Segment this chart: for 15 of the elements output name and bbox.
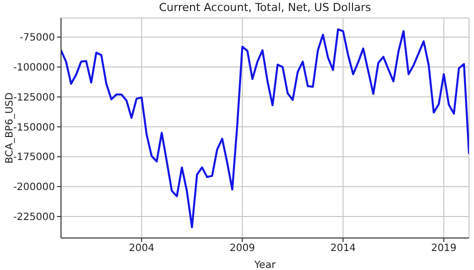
y-tick-label: -125000 xyxy=(13,92,55,104)
y-tick-label: -225000 xyxy=(13,212,55,224)
y-tick-label: -150000 xyxy=(13,122,55,134)
x-tick-label: 2004 xyxy=(128,243,154,254)
x-tick-label: 2009 xyxy=(230,243,256,254)
chart-title: Current Account, Total, Net, US Dollars xyxy=(158,1,372,14)
line-series xyxy=(61,28,469,228)
y-tick-label: -200000 xyxy=(13,182,55,194)
y-tick-label: -100000 xyxy=(13,62,55,74)
x-axis-title: Year xyxy=(253,260,276,270)
y-axis-title: BCA_BP6_USD xyxy=(4,92,16,164)
x-tick-label: 2014 xyxy=(330,243,356,254)
x-tick-label: 2019 xyxy=(431,243,457,254)
y-tick-label: -175000 xyxy=(13,152,55,164)
y-tick-label: -75000 xyxy=(20,32,55,44)
